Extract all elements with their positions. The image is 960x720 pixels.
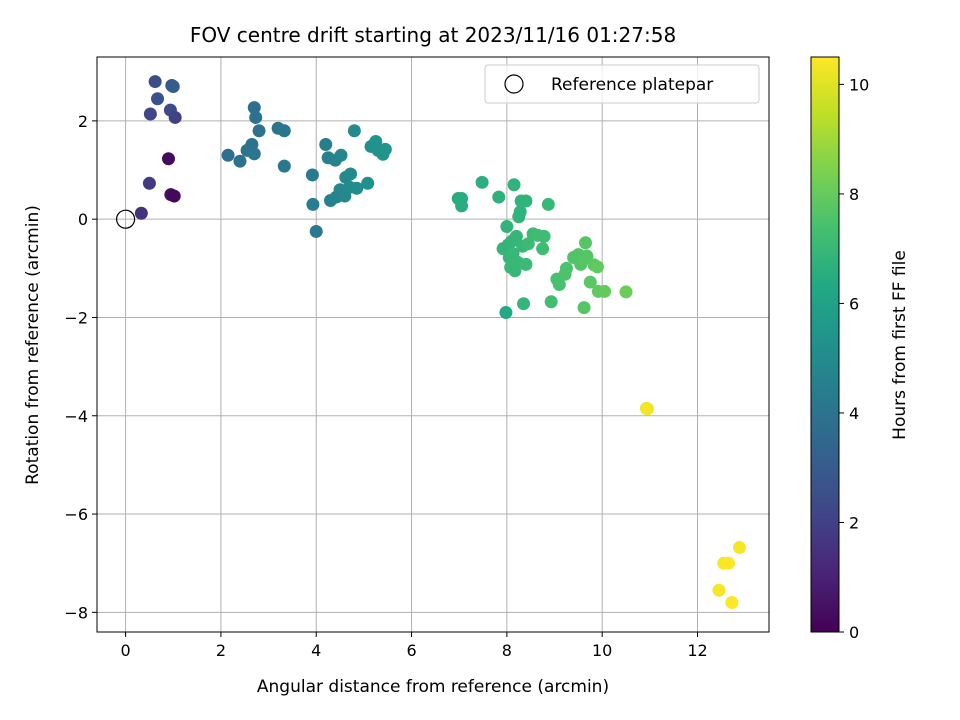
data-point (221, 148, 235, 162)
data-point (309, 224, 323, 238)
data-point (168, 110, 182, 124)
colorbar-ticks: 0 2 4 6 8 10 (839, 75, 869, 642)
y-tick-label: 2 (78, 112, 88, 131)
data-point (143, 107, 157, 121)
reference-platepar-marker (115, 209, 136, 229)
data-point (361, 176, 375, 190)
data-point (579, 236, 593, 250)
colorbar-label: Hours from first FF file (890, 250, 910, 440)
grid-lines (97, 57, 769, 632)
data-point (509, 229, 523, 243)
data-point (517, 297, 531, 311)
x-tick-label: 6 (406, 641, 416, 660)
data-point (305, 168, 319, 182)
y-tick-label: −2 (64, 308, 88, 327)
data-point (580, 249, 594, 263)
data-point (732, 540, 746, 554)
data-point (475, 175, 489, 189)
data-point (590, 260, 604, 274)
legend-box (484, 64, 760, 104)
x-tick-label: 0 (121, 641, 131, 660)
data-point (319, 137, 333, 151)
data-point (536, 242, 550, 256)
colorbar: 0 2 4 6 8 10 Hours from first FF file (810, 56, 910, 642)
data-point (277, 124, 291, 138)
y-axis-ticks: −8 −6 −4 −2 0 2 (64, 112, 97, 622)
x-tick-label: 10 (592, 641, 612, 660)
data-point (347, 124, 361, 138)
x-tick-label: 8 (502, 641, 512, 660)
legend-reference-marker (504, 74, 524, 94)
data-point (598, 284, 612, 298)
y-tick-label: −6 (64, 505, 88, 524)
data-point (233, 154, 247, 168)
data-point (161, 152, 175, 166)
data-point (277, 159, 291, 173)
data-point (350, 181, 364, 195)
data-point (537, 229, 551, 243)
data-point (507, 178, 521, 192)
data-point (151, 92, 165, 106)
data-point (500, 220, 514, 234)
data-point (544, 295, 558, 309)
data-points (134, 75, 746, 610)
data-point (619, 285, 633, 299)
colorbar-tick-label: 4 (849, 404, 859, 423)
data-point (166, 79, 180, 93)
data-point (583, 275, 597, 289)
legend-entry-reference-platepar: Reference platepar (551, 75, 713, 95)
data-point (541, 197, 555, 211)
data-point (513, 205, 527, 219)
data-point (142, 176, 156, 190)
data-point (521, 237, 535, 251)
plot-frame (96, 56, 770, 633)
x-tick-label: 2 (216, 641, 226, 660)
x-tick-label: 4 (311, 641, 321, 660)
data-point (148, 75, 162, 89)
colorbar-tick-label: 0 (849, 623, 859, 642)
plot-area (96, 56, 770, 633)
data-point (712, 583, 726, 597)
data-point (499, 306, 513, 320)
data-point (552, 278, 566, 292)
data-point (167, 189, 181, 203)
colorbar-tick-label: 2 (849, 513, 859, 532)
data-point (344, 167, 358, 181)
x-tick-label: 12 (687, 641, 707, 660)
data-point (306, 197, 320, 211)
data-point (721, 556, 735, 570)
data-point (577, 301, 591, 315)
chart-title: FOV centre drift starting at 2023/11/16 … (190, 23, 676, 47)
data-point (559, 261, 573, 275)
colorbar-gradient (810, 56, 840, 633)
colorbar-tick-label: 10 (849, 75, 869, 94)
y-tick-label: 0 (78, 210, 88, 229)
colorbar-tick-label: 6 (849, 294, 859, 313)
y-axis-label: Rotation from reference (arcmin) (23, 205, 43, 485)
data-point (252, 124, 266, 138)
colorbar-tick-label: 8 (849, 185, 859, 204)
data-point (492, 190, 506, 204)
data-point (519, 194, 533, 208)
data-point (519, 257, 533, 271)
data-point (725, 596, 739, 610)
y-tick-label: −4 (64, 407, 88, 426)
x-axis-label: Angular distance from reference (arcmin) (257, 677, 609, 697)
data-point (334, 148, 348, 162)
data-point (134, 206, 148, 220)
data-point (378, 142, 392, 156)
data-point (247, 147, 261, 161)
y-tick-label: −8 (64, 603, 88, 622)
x-axis-ticks: 0 2 4 6 8 10 12 (121, 632, 708, 660)
legend: Reference platepar (484, 64, 760, 104)
data-point (640, 402, 654, 416)
data-point (455, 199, 469, 213)
data-point (249, 110, 263, 124)
data-point (247, 101, 261, 115)
